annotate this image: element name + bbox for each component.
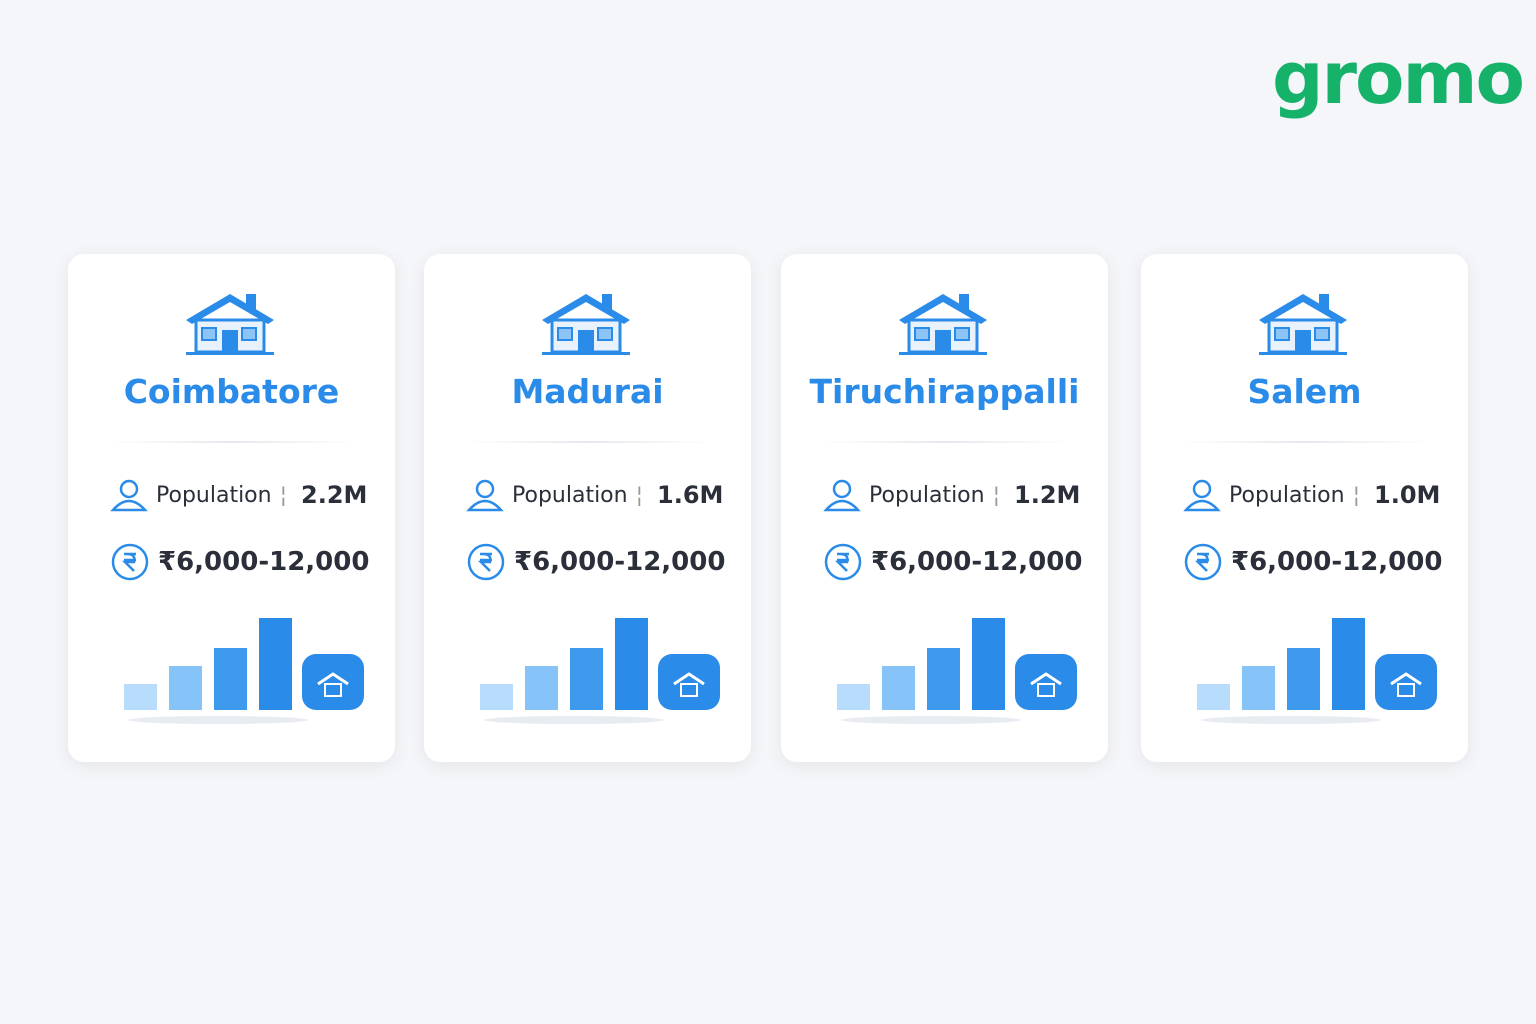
person-icon (466, 479, 504, 512)
person-icon (823, 479, 861, 512)
population-label: Population (1229, 482, 1345, 508)
population-value: 1.0M (1374, 481, 1441, 509)
population-row: Population ¦ 1.6M (466, 478, 723, 512)
divider (821, 441, 1070, 443)
city-card: Tiruchirappalli Population ¦ 1.2M ₹6,000-12,… (781, 254, 1108, 762)
city-card: Madurai Population ¦ 1.6M ₹6,000-12,000 (424, 254, 751, 762)
divider (464, 441, 713, 443)
growth-icon (124, 618, 364, 724)
population-label: Population (512, 482, 628, 508)
growth-icon (480, 618, 720, 724)
separator: ¦ (992, 482, 1001, 508)
separator: ¦ (279, 482, 288, 508)
population-label: Population (156, 482, 272, 508)
rent-row: ₹6,000-12,000 (1183, 542, 1442, 582)
separator: ¦ (635, 482, 644, 508)
person-icon (1183, 479, 1221, 512)
city-card: Coimbatore Population ¦ 2.2M ₹6,000-12,000 (68, 254, 395, 762)
rupee-icon (824, 543, 862, 581)
divider (108, 441, 357, 443)
house-icon (186, 294, 274, 355)
population-row: Population ¦ 1.0M (1183, 478, 1440, 512)
rent-range: ₹6,000-12,000 (871, 547, 1083, 577)
rupee-icon (1184, 543, 1222, 581)
house-icon (899, 294, 987, 355)
growth-icon (837, 618, 1077, 724)
city-name: Tiruchirappalli (809, 372, 1080, 411)
rent-range: ₹6,000-12,000 (1231, 547, 1443, 577)
divider (1181, 441, 1430, 443)
city-name: Madurai (511, 372, 664, 411)
rent-row: ₹6,000-12,000 (110, 542, 369, 582)
population-label: Population (869, 482, 985, 508)
rent-range: ₹6,000-12,000 (514, 547, 726, 577)
population-value: 1.2M (1014, 481, 1081, 509)
logo: gromo (1272, 36, 1525, 120)
city-name: Salem (1247, 372, 1362, 411)
rent-row: ₹6,000-12,000 (466, 542, 725, 582)
city-name: Coimbatore (123, 372, 340, 411)
house-icon (1259, 294, 1347, 355)
population-value: 1.6M (657, 481, 724, 509)
population-value: 2.2M (301, 481, 368, 509)
growth-icon (1197, 618, 1437, 724)
rupee-icon (111, 543, 149, 581)
city-card: Salem Population ¦ 1.0M ₹6,000-12,000 (1141, 254, 1468, 762)
rupee-icon (467, 543, 505, 581)
rent-range: ₹6,000-12,000 (158, 547, 370, 577)
population-row: Population ¦ 1.2M (823, 478, 1080, 512)
separator: ¦ (1352, 482, 1361, 508)
population-row: Population ¦ 2.2M (110, 478, 367, 512)
rent-row: ₹6,000-12,000 (823, 542, 1082, 582)
person-icon (110, 479, 148, 512)
house-icon (542, 294, 630, 355)
